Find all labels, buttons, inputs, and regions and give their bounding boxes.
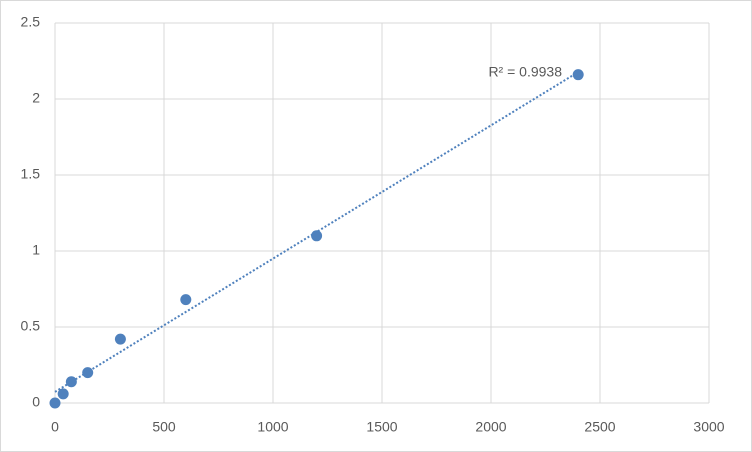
x-tick-label: 1000 xyxy=(257,419,288,435)
y-tick-label: 2 xyxy=(32,90,40,106)
x-tick-label: 1500 xyxy=(366,419,397,435)
y-tick-label: 0 xyxy=(32,394,40,410)
x-tick-label: 2500 xyxy=(584,419,615,435)
data-point xyxy=(57,388,69,400)
data-point xyxy=(572,69,584,81)
data-point xyxy=(65,376,77,388)
data-point xyxy=(49,397,61,409)
y-tick-label: 2.5 xyxy=(21,14,41,30)
annotation: R² = 0.9938 xyxy=(488,64,562,80)
y-tick-label: 1.5 xyxy=(21,166,41,182)
x-tick-label: 3000 xyxy=(693,419,724,435)
data-point xyxy=(311,230,323,242)
x-tick-label: 0 xyxy=(51,419,59,435)
y-tick-label: 1 xyxy=(32,242,40,258)
y-tick-label: 0.5 xyxy=(21,318,41,334)
data-point xyxy=(180,294,192,306)
data-point xyxy=(114,333,126,345)
x-tick-label: 500 xyxy=(152,419,176,435)
x-tick-label: 2000 xyxy=(475,419,506,435)
data-point xyxy=(82,367,94,379)
